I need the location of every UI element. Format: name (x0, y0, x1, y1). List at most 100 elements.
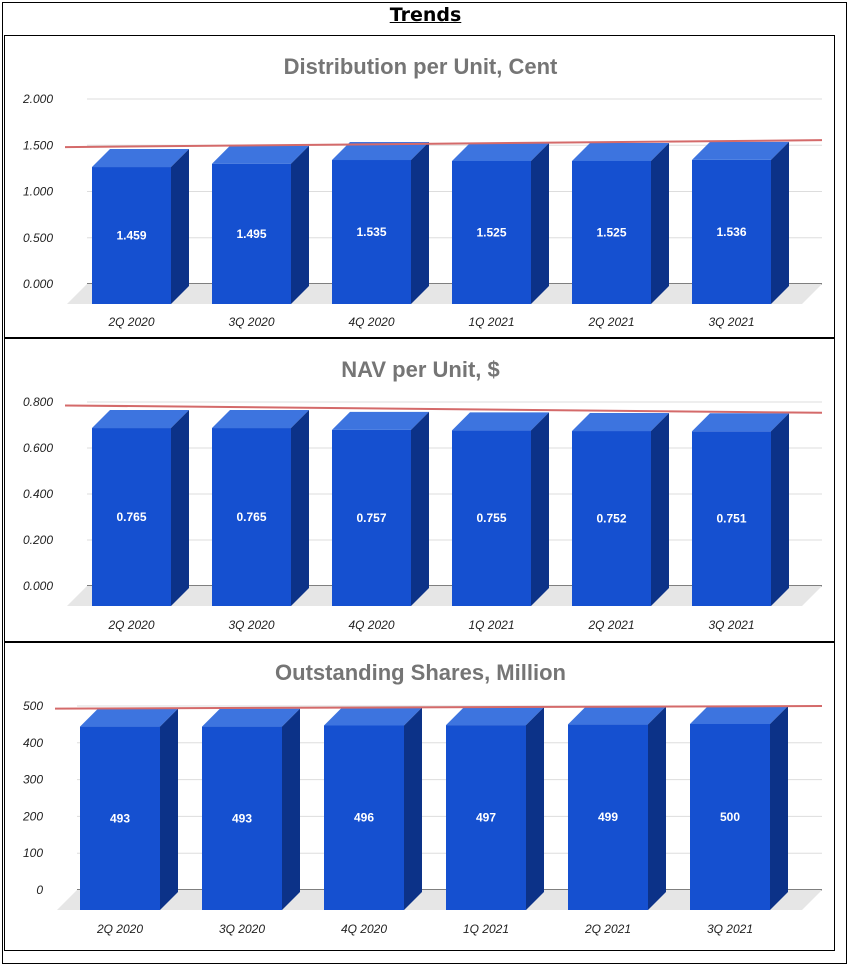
y-tick-label: 200 (22, 809, 43, 823)
bar-front (324, 725, 404, 910)
data-label: 0.752 (596, 512, 626, 526)
bar-4q-2020 (332, 411, 429, 606)
y-tick-label: 500 (23, 699, 43, 713)
data-label: 0.755 (476, 511, 506, 525)
bar-top (692, 413, 789, 432)
bar-top (572, 413, 669, 432)
bar-front (80, 726, 160, 910)
bar-side (160, 708, 178, 910)
data-label: 1.459 (116, 229, 146, 243)
category-label: 4Q 2020 (348, 618, 394, 632)
category-label: 1Q 2021 (468, 618, 514, 632)
category-label: 3Q 2020 (228, 618, 274, 632)
chart-title: Outstanding Shares, Million (275, 660, 566, 685)
data-label: 500 (720, 810, 740, 824)
bar-side (411, 411, 429, 606)
bar-side (531, 142, 549, 304)
data-label: 496 (354, 811, 374, 825)
bar-front (568, 724, 648, 910)
bar-top (92, 149, 189, 168)
chart-title: NAV per Unit, $ (341, 357, 500, 382)
y-tick-label: 300 (23, 773, 43, 787)
bar-3q-2021 (692, 413, 789, 606)
chart-nav: NAV per Unit, $ 0.000 0.200 0.400 0.600 0.800… (23, 357, 823, 632)
data-label: 1.536 (716, 225, 746, 239)
bar-side (651, 413, 669, 606)
bar-3q-2020 (202, 708, 300, 910)
category-label: 1Q 2021 (463, 922, 509, 936)
chart-panel-distribution: Distribution per Unit, Cent 0.000 0.500 1.0… (4, 35, 835, 338)
data-label: 0.765 (236, 510, 266, 524)
bar-front (452, 430, 531, 606)
category-label: 3Q 2020 (219, 922, 265, 936)
bar-top (212, 145, 309, 164)
bar-top (690, 706, 788, 724)
data-label: 497 (476, 811, 496, 825)
bar-front (332, 160, 411, 304)
bar-3q-2020 (212, 145, 309, 304)
category-label: 2Q 2021 (584, 922, 631, 936)
bar-2q-2020 (92, 410, 189, 606)
chart-title: Distribution per Unit, Cent (284, 54, 558, 79)
bar-2q-2020 (92, 149, 189, 304)
category-label: 4Q 2020 (348, 315, 394, 329)
category-label: 2Q 2020 (107, 618, 154, 632)
category-label: 2Q 2020 (107, 315, 154, 329)
chart-shares: Outstanding Shares, Million 0 100 200 300 400… (22, 660, 823, 936)
bar-side (291, 410, 309, 606)
data-label: 1.525 (476, 225, 506, 239)
data-label: 493 (110, 811, 130, 825)
category-label: 1Q 2021 (468, 315, 514, 329)
bar-2q-2021 (568, 706, 666, 910)
bar-side (771, 413, 789, 606)
bar-top (80, 708, 178, 727)
bar-side (411, 142, 429, 304)
data-label: 0.757 (356, 511, 386, 525)
bar-1q-2021 (446, 707, 544, 910)
bar-front (692, 431, 771, 606)
bar-top (202, 708, 300, 727)
bar-front (202, 726, 282, 910)
category-label: 2Q 2021 (587, 618, 634, 632)
bar-top (332, 142, 429, 161)
bar-top (568, 706, 666, 725)
bar-front (92, 428, 171, 606)
category-label: 3Q 2021 (708, 315, 754, 329)
bar-top (452, 142, 549, 161)
bar-front (690, 724, 770, 910)
bar-side (770, 706, 788, 910)
category-label: 2Q 2021 (587, 315, 634, 329)
y-tick-label: 0.800 (23, 395, 53, 409)
category-label: 3Q 2020 (228, 315, 274, 329)
bar-side (404, 707, 422, 910)
bar-side (771, 141, 789, 304)
bar-2q-2021 (572, 413, 669, 606)
bar-side (526, 707, 544, 910)
y-tick-label: 0.000 (23, 277, 53, 291)
bar-side (291, 145, 309, 304)
data-label: 0.765 (116, 510, 146, 524)
bar-side (171, 149, 189, 304)
trendline (54, 705, 823, 710)
bar-front (212, 163, 291, 304)
bar-side (651, 142, 669, 304)
bar-4q-2020 (332, 142, 429, 304)
y-tick-label: 0.500 (23, 231, 53, 245)
bar-front (572, 160, 651, 304)
bar-side (531, 412, 549, 606)
data-label: 493 (232, 811, 252, 825)
y-tick-label: 400 (23, 736, 43, 750)
bar-top (92, 410, 189, 429)
y-tick-label: 0 (36, 883, 43, 897)
data-label: 499 (598, 810, 618, 824)
page-title: Trends (389, 4, 462, 26)
bar-front (212, 428, 291, 606)
bar-1q-2021 (452, 412, 549, 606)
y-tick-label: 2.000 (22, 92, 53, 106)
bar-side (648, 706, 666, 910)
data-label: 1.495 (236, 227, 266, 241)
bar-side (171, 410, 189, 606)
category-label: 4Q 2020 (341, 922, 387, 936)
bar-top (324, 707, 422, 726)
bar-front (446, 725, 526, 910)
